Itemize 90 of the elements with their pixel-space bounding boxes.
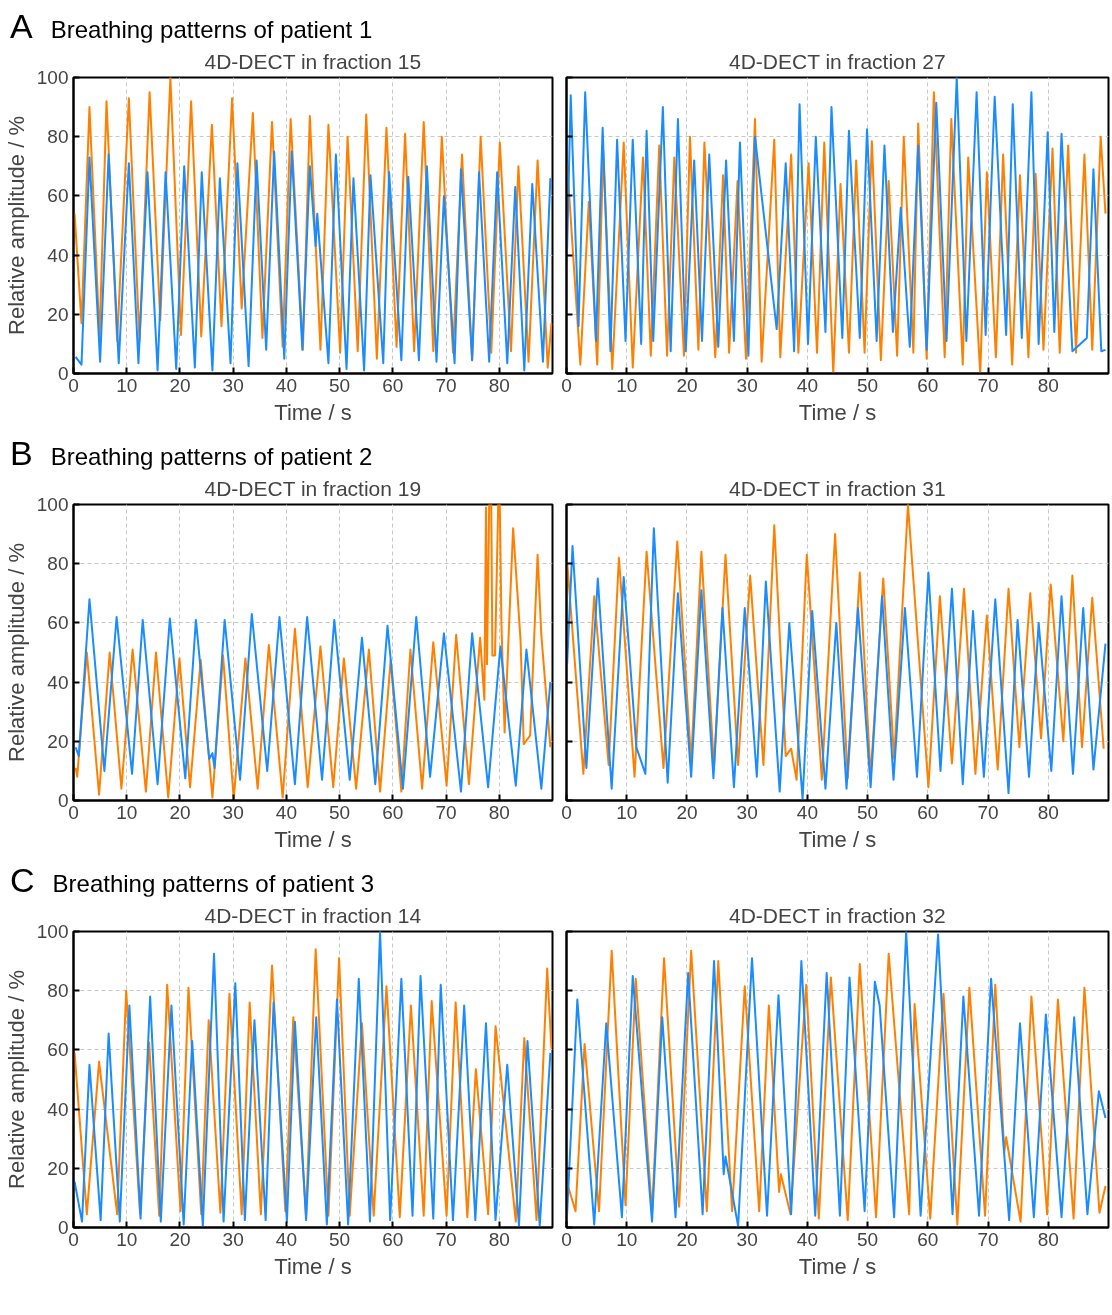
x-tick-label: 70 xyxy=(435,801,457,823)
x-tick-label: 70 xyxy=(977,801,999,823)
y-tick-label: 100 xyxy=(36,494,69,515)
x-tick-label: 0 xyxy=(561,801,572,823)
x-tick-label: 60 xyxy=(917,1228,939,1250)
x-axis-title: Time / s xyxy=(274,399,352,425)
x-axis-title: Time / s xyxy=(274,1253,352,1279)
y-axis-title: Relative amplitude / % xyxy=(3,116,29,335)
y-tick-label: 100 xyxy=(36,67,69,88)
x-axis-title: Time / s xyxy=(798,399,877,425)
x-tick-label: 80 xyxy=(488,801,510,823)
y-tick-label: 20 xyxy=(47,303,69,325)
x-axis-title: Time / s xyxy=(798,1253,877,1279)
y-tick-label: 40 xyxy=(47,1098,69,1120)
y-tick-label: 60 xyxy=(47,185,69,207)
chart-title: 4D-DECT in fraction 31 xyxy=(728,476,946,500)
x-tick-label: 80 xyxy=(488,1228,510,1250)
y-tick-label: 100 xyxy=(36,921,69,942)
x-axis-title: Time / s xyxy=(274,826,352,852)
y-tick-label: 60 xyxy=(47,612,69,634)
x-tick-label: 80 xyxy=(1037,374,1059,396)
x-tick-label: 70 xyxy=(977,1228,999,1250)
x-tick-label: 10 xyxy=(616,1228,638,1250)
x-tick-label: 40 xyxy=(275,1228,297,1250)
x-tick-label: 50 xyxy=(329,801,351,823)
x-tick-label: 30 xyxy=(222,801,244,823)
x-tick-label: 10 xyxy=(616,374,638,396)
x-tick-label: 80 xyxy=(488,374,510,396)
x-tick-label: 30 xyxy=(736,801,758,823)
x-tick-label: 60 xyxy=(382,1228,404,1250)
x-tick-label: 80 xyxy=(1037,1228,1059,1250)
x-tick-label: 10 xyxy=(116,374,138,396)
x-tick-label: 50 xyxy=(857,374,879,396)
x-tick-label: 30 xyxy=(222,1228,244,1250)
text: Breathing patterns of patient 1 xyxy=(50,16,373,43)
x-tick-label: 40 xyxy=(275,801,297,823)
x-tick-label: 50 xyxy=(857,801,879,823)
x-tick-label: 20 xyxy=(676,801,698,823)
chart-title: 4D-DECT in fraction 15 xyxy=(204,49,422,73)
x-tick-label: 60 xyxy=(382,801,404,823)
x-tick-label: 70 xyxy=(435,1228,457,1250)
x-tick-label: 40 xyxy=(796,801,818,823)
x-tick-label: 40 xyxy=(275,374,297,396)
y-axis-title: Relative amplitude / % xyxy=(3,543,29,762)
x-tick-label: 30 xyxy=(736,1228,758,1250)
chart-title: 4D-DECT in fraction 32 xyxy=(728,903,946,927)
x-tick-label: 40 xyxy=(796,374,818,396)
x-tick-label: 50 xyxy=(329,1228,351,1250)
x-tick-label: 10 xyxy=(616,801,638,823)
x-tick-label: 60 xyxy=(917,374,939,396)
chart-title: 4D-DECT in fraction 14 xyxy=(204,903,422,927)
x-tick-label: 60 xyxy=(917,801,939,823)
x-tick-label: 10 xyxy=(116,801,138,823)
y-tick-label: 80 xyxy=(47,126,69,148)
y-axis-title: Relative amplitude / % xyxy=(3,970,29,1189)
text: Breathing patterns of patient 3 xyxy=(52,870,375,897)
line-series xyxy=(74,504,552,801)
text: B xyxy=(10,434,33,472)
y-tick-label: 40 xyxy=(47,671,69,693)
y-tick-label: 40 xyxy=(47,244,69,266)
x-axis-title: Time / s xyxy=(798,826,877,852)
x-tick-label: 20 xyxy=(169,374,191,396)
x-tick-label: 0 xyxy=(561,1228,572,1250)
x-tick-label: 20 xyxy=(169,801,191,823)
x-tick-label: 50 xyxy=(329,374,351,396)
y-tick-label: 20 xyxy=(47,1157,69,1179)
line-series xyxy=(74,598,552,793)
text: A xyxy=(10,7,33,45)
x-tick-label: 70 xyxy=(435,374,457,396)
y-tick-label: 80 xyxy=(47,980,69,1002)
x-tick-label: 50 xyxy=(857,1228,879,1250)
x-tick-label: 20 xyxy=(169,1228,191,1250)
y-tick-label: 20 xyxy=(47,730,69,752)
y-tick-label: 60 xyxy=(47,1039,69,1061)
x-tick-label: 60 xyxy=(382,374,404,396)
x-tick-label: 10 xyxy=(116,1228,138,1250)
x-tick-label: 70 xyxy=(977,374,999,396)
x-tick-label: 40 xyxy=(796,1228,818,1250)
x-tick-label: 20 xyxy=(676,1228,698,1250)
x-tick-label: 30 xyxy=(222,374,244,396)
x-tick-label: 30 xyxy=(736,374,758,396)
x-tick-label: 80 xyxy=(1037,801,1059,823)
y-tick-label: 80 xyxy=(47,553,69,575)
line-series xyxy=(73,77,553,369)
chart-title: 4D-DECT in fraction 19 xyxy=(204,476,422,500)
text: Breathing patterns of patient 2 xyxy=(50,443,373,470)
x-tick-label: 20 xyxy=(676,374,698,396)
chart-title: 4D-DECT in fraction 27 xyxy=(728,49,946,73)
text: C xyxy=(10,861,35,899)
x-tick-label: 0 xyxy=(561,374,572,396)
